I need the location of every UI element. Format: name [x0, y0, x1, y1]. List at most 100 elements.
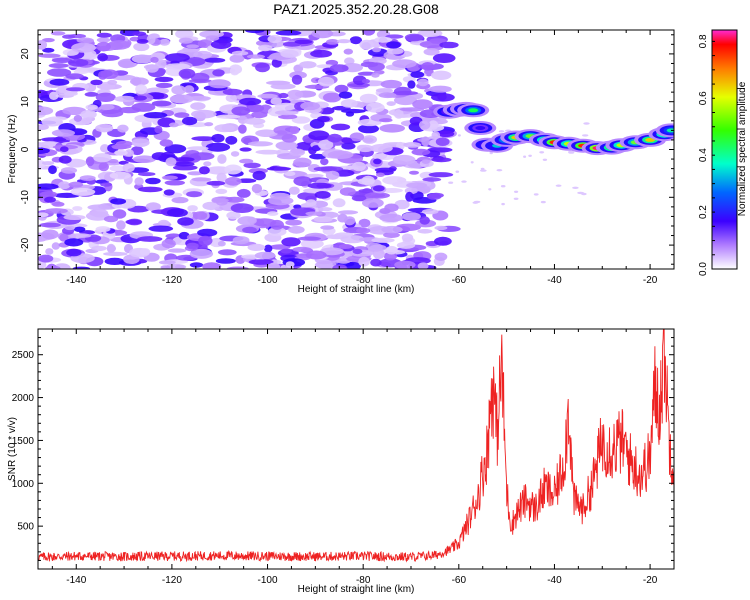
- spectrogram-cell: [409, 170, 419, 175]
- spectrogram-cell: [178, 37, 193, 44]
- spectrogram-x-ticks: -140 -120 -100 -80 -60 -40 -20: [51, 30, 675, 286]
- spectrogram-cell: [431, 93, 455, 102]
- spectrogram-cell: [327, 150, 354, 159]
- colorbar-gradient: [712, 30, 737, 269]
- spectrogram-cell: [439, 41, 459, 49]
- spectrogram-y-ticks: -20 -10 0 10 20: [20, 34, 674, 265]
- spectrogram-cell: [284, 171, 296, 177]
- spectrogram-cell: [371, 237, 395, 243]
- spectrogram-cell: [411, 148, 431, 156]
- spectrogram-cell: [285, 261, 295, 268]
- spectrogram-cell: [406, 182, 428, 189]
- spectrogram-cell: [186, 44, 200, 49]
- spectrogram-cell: [182, 116, 198, 126]
- spectrogram-cell: [47, 68, 72, 77]
- spectrogram-cell: [407, 80, 416, 89]
- spectrogram-cell: [91, 245, 107, 252]
- spectrogram-cell: [320, 225, 335, 230]
- spectrogram-cell: [293, 176, 313, 187]
- colorbar-frame: [711, 29, 738, 270]
- spectrogram-cell: [379, 118, 393, 123]
- spectrogram-cell: [434, 252, 448, 261]
- spectrogram-cell: [310, 49, 333, 58]
- spectrogram-cell: [362, 135, 377, 144]
- spectrogram-cell: [327, 133, 343, 143]
- spectrogram-cell: [100, 182, 113, 187]
- spectrogram-cell: [432, 53, 456, 63]
- y-tick-label: 2000: [12, 393, 35, 404]
- spectrogram-cell: [51, 129, 75, 137]
- spectrogram-cell: [421, 62, 435, 71]
- spectrogram-cell: [500, 185, 506, 188]
- spectrogram-cell: [582, 134, 589, 137]
- spectrogram-cell: [421, 159, 430, 165]
- colorbar-tick-label: 0.4: [698, 148, 709, 162]
- spectrogram-cell: [139, 248, 151, 256]
- spectrogram-cell: [278, 114, 298, 120]
- spectrogram-cell: [161, 239, 176, 249]
- spectrogram-cell: [385, 34, 404, 39]
- spectrogram-cell: [107, 79, 118, 85]
- spectrogram-cell: [243, 118, 266, 125]
- spectrogram-cell: [47, 116, 68, 121]
- spectrogram-cell: [246, 104, 265, 113]
- spectrogram-cell: [429, 38, 447, 43]
- spectrogram-cell: [172, 161, 195, 167]
- spectrogram-cell: [288, 225, 305, 234]
- spectrogram-cell: [314, 191, 331, 199]
- spectrogram-cell: [169, 94, 194, 104]
- spectrogram-cell: [369, 244, 387, 252]
- spectrogram-cell: [317, 116, 330, 123]
- spectrogram-cell: [100, 144, 110, 153]
- spectrogram-cell: [118, 106, 141, 114]
- spectrogram-cell: [334, 84, 349, 93]
- spectrogram-cell: [568, 150, 574, 153]
- spectrogram-cell: [165, 53, 190, 63]
- spectrogram-cell: [45, 248, 54, 255]
- spectrogram-cell: [48, 63, 69, 69]
- spectrogram-cell: [186, 146, 209, 151]
- spectrogram-cell: [359, 39, 374, 50]
- spectrogram-cell: [326, 39, 340, 45]
- spectrogram-cell: [431, 131, 441, 139]
- spectrogram-cell: [266, 166, 292, 171]
- spectrogram-cell: [309, 153, 326, 160]
- spectrogram-cell: [125, 219, 142, 225]
- spectrogram-cell: [111, 144, 132, 150]
- spectrogram-cell: [255, 129, 278, 137]
- spectrogram-cell: [189, 248, 214, 259]
- spectrogram-cell: [275, 141, 298, 151]
- spectrogram-cell: [73, 226, 86, 232]
- x-tick-label: -40: [547, 575, 562, 586]
- spectrogram-cell: [229, 54, 245, 63]
- spectrogram-cell: [380, 79, 402, 89]
- spectrogram-cell: [337, 210, 359, 215]
- spectrogram-cell: [305, 211, 323, 216]
- snr-x-ticks: -140 -120 -100 -80 -60 -40 -20: [51, 329, 675, 586]
- spectrogram-cell: [304, 173, 324, 178]
- spectrogram-cell: [419, 120, 431, 130]
- y-tick-label: 10: [20, 96, 31, 108]
- spectrogram-cell: [71, 42, 96, 53]
- spectrogram-cell: [96, 32, 112, 38]
- spectrogram-cell: [98, 104, 115, 111]
- spectrogram-cell: [225, 94, 238, 103]
- spectrogram-cell: [313, 216, 333, 223]
- spectrogram-cell: [116, 220, 126, 231]
- spectrogram-cell: [386, 101, 396, 106]
- spectrogram-cell: [87, 204, 111, 211]
- spectrogram-cell: [148, 225, 174, 232]
- spectrogram-cell: [542, 158, 548, 161]
- spectrogram-cell: [431, 70, 452, 81]
- spectrogram-cell: [197, 39, 213, 48]
- spectrogram-cell: [278, 92, 289, 99]
- spectrogram-ridge: [433, 101, 674, 156]
- x-tick-label: -80: [356, 275, 371, 286]
- spectrogram-cell: [291, 116, 311, 124]
- spectrogram-cell: [205, 35, 220, 41]
- spectrogram-cell: [129, 36, 140, 42]
- spectrogram-ridge-point: [457, 103, 490, 118]
- spectrogram-cell: [358, 124, 379, 134]
- spectrogram-cell: [275, 30, 302, 36]
- spectrogram-cell: [533, 193, 539, 196]
